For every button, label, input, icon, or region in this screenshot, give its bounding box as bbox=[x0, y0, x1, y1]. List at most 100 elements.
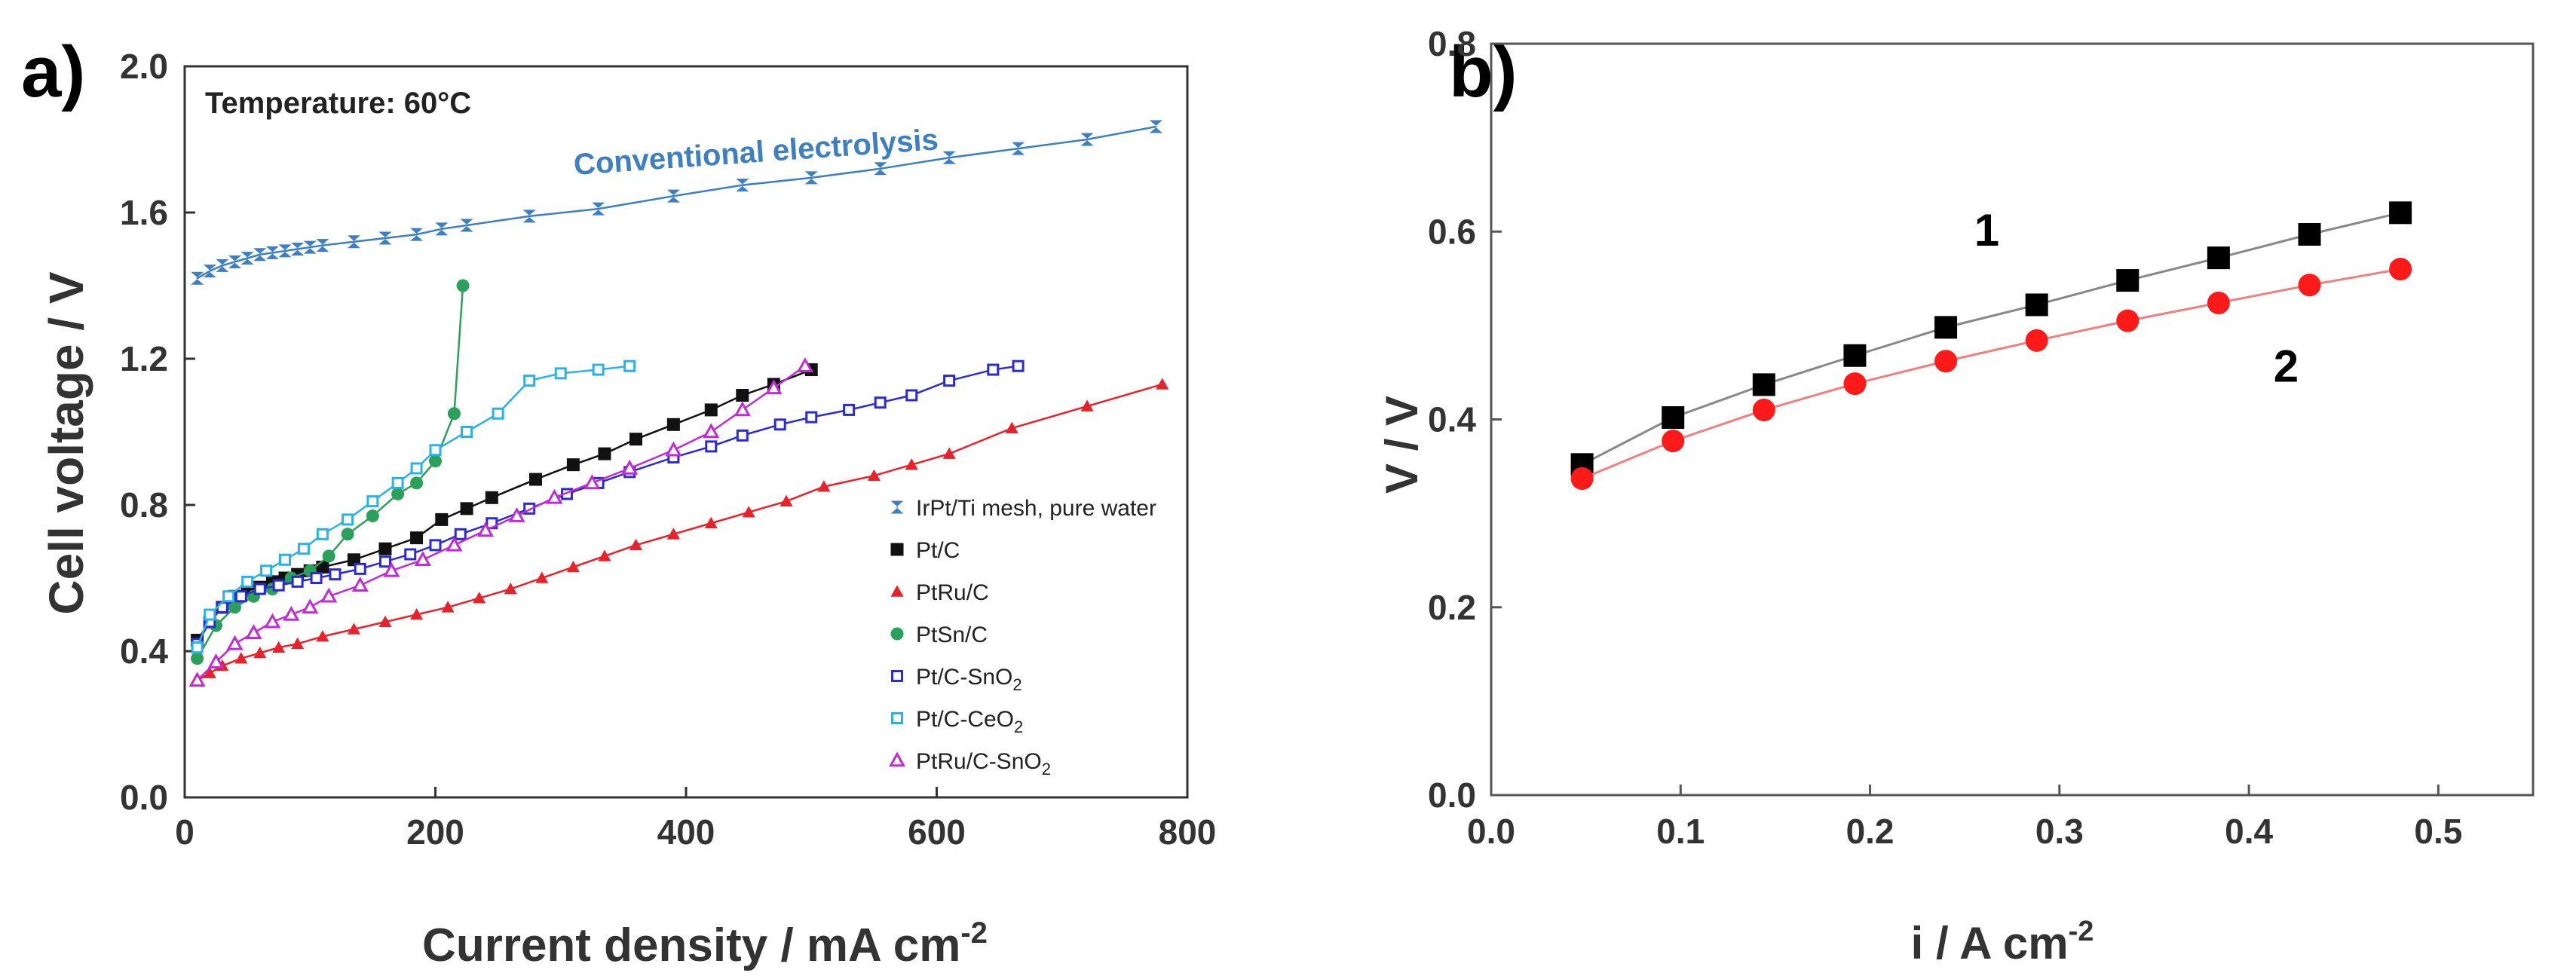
legend-marker bbox=[891, 712, 903, 724]
data-point bbox=[523, 375, 536, 387]
data-point bbox=[253, 248, 267, 262]
x-tick-label: 0.4 bbox=[2225, 812, 2273, 851]
data-point bbox=[265, 246, 279, 259]
data-point bbox=[228, 601, 241, 614]
legend-item: PtRu/C-SnO2 bbox=[888, 749, 1051, 779]
data-point bbox=[535, 571, 549, 583]
x-tick-label: 600 bbox=[908, 812, 966, 852]
series-pt-c-sno bbox=[191, 359, 1025, 650]
data-point bbox=[1080, 399, 1094, 411]
data-point bbox=[905, 389, 918, 402]
data-point bbox=[1934, 350, 1958, 373]
legend-marker bbox=[890, 543, 904, 556]
panel-b-chart: b) 0.0 0.1 0.2 0.3 0.4 0.5 0.0 0.2 0.4 0.6 0.8 1 2 i… bbox=[1377, 24, 2535, 968]
x-tick-label: 800 bbox=[1159, 812, 1217, 852]
data-point bbox=[1843, 344, 1867, 367]
data-point bbox=[476, 522, 495, 537]
data-point bbox=[473, 592, 486, 604]
data-point bbox=[316, 560, 329, 574]
data-point bbox=[1662, 406, 1685, 430]
data-point bbox=[804, 171, 818, 185]
data-point bbox=[410, 531, 424, 545]
data-point bbox=[234, 652, 248, 664]
legend-label: PtRu/C-SnO2 bbox=[916, 749, 1051, 779]
panel-a-chart: a) 0 200 400 600 800 0.0 0.4 0.8 1.2 1.6 2.0 Curre… bbox=[21, 32, 1216, 971]
data-point bbox=[191, 652, 204, 665]
panel-b-y-axis-label: V / V bbox=[1377, 396, 1427, 494]
data-point bbox=[454, 528, 467, 540]
data-point bbox=[410, 462, 423, 475]
panel-b-label: b) bbox=[1449, 32, 1518, 112]
series-ptru-c-sno bbox=[188, 357, 813, 687]
data-point bbox=[279, 553, 291, 566]
data-point bbox=[2389, 201, 2412, 225]
legend-label: PtRu/C bbox=[916, 580, 989, 605]
data-point bbox=[1080, 133, 1094, 146]
y-tick-label: 2.0 bbox=[120, 47, 168, 86]
data-point bbox=[391, 476, 404, 489]
y-tick-label: 0.4 bbox=[120, 632, 168, 671]
temperature-annotation: Temperature: 60°C bbox=[205, 87, 471, 120]
data-point bbox=[666, 528, 680, 540]
plot-frame bbox=[1490, 42, 2535, 797]
data-point bbox=[666, 189, 680, 203]
data-point bbox=[508, 506, 525, 522]
panel-a-y-axis-label: Cell voltage / V bbox=[39, 271, 93, 615]
data-point bbox=[191, 641, 204, 654]
series-pt-c-ceo bbox=[191, 359, 636, 654]
data-point bbox=[2025, 293, 2048, 317]
data-point bbox=[302, 598, 319, 614]
series-ptru-c bbox=[191, 378, 1169, 686]
data-point bbox=[329, 568, 342, 581]
data-point bbox=[773, 418, 786, 431]
x-tick-label: 0 bbox=[175, 812, 195, 852]
series-line bbox=[196, 125, 1156, 280]
legend-label: IrPt/Ti mesh, pure water bbox=[916, 496, 1156, 521]
data-point bbox=[1012, 359, 1025, 372]
data-point bbox=[665, 441, 682, 457]
data-point bbox=[291, 243, 305, 255]
data-point bbox=[203, 265, 216, 278]
legend-label: Pt/C-SnO2 bbox=[916, 665, 1022, 694]
data-point bbox=[347, 623, 360, 635]
data-point bbox=[435, 512, 449, 526]
plot-frame bbox=[183, 65, 1189, 799]
data-point bbox=[2025, 329, 2048, 352]
data-point bbox=[241, 575, 254, 588]
data-point bbox=[2207, 246, 2230, 270]
data-point bbox=[666, 418, 680, 431]
data-point bbox=[245, 624, 262, 640]
x-tick-label: 0.3 bbox=[2035, 812, 2084, 851]
data-point bbox=[742, 506, 755, 518]
x-tick-label: 0.1 bbox=[1656, 812, 1705, 851]
data-point bbox=[2389, 258, 2412, 281]
data-point bbox=[704, 516, 718, 529]
y-tick-label: 1.6 bbox=[120, 193, 168, 232]
data-point bbox=[383, 561, 400, 577]
data-point bbox=[207, 653, 225, 668]
y-tick-label: 0.6 bbox=[1428, 212, 1476, 251]
series-line bbox=[196, 365, 806, 681]
data-point bbox=[2207, 291, 2230, 314]
data-point bbox=[629, 538, 642, 551]
data-point bbox=[203, 666, 216, 678]
data-point bbox=[566, 458, 580, 472]
data-point bbox=[283, 605, 300, 621]
data-point bbox=[351, 577, 369, 592]
data-point bbox=[253, 583, 266, 595]
series-1-label: 1 bbox=[1974, 205, 1999, 255]
data-point bbox=[446, 536, 463, 552]
data-point bbox=[264, 613, 281, 629]
panel-b-x-axis-label: i / A cm-2 bbox=[1911, 916, 2094, 968]
data-point bbox=[272, 641, 286, 653]
y-tick-label: 0.8 bbox=[120, 485, 168, 525]
data-point bbox=[780, 494, 793, 506]
data-point bbox=[566, 560, 580, 573]
data-point bbox=[584, 474, 601, 490]
legend-item: PtRu/C bbox=[890, 580, 989, 605]
legend-marker bbox=[891, 670, 903, 682]
data-point bbox=[460, 502, 473, 516]
series-1 bbox=[1570, 201, 2412, 476]
data-point bbox=[734, 401, 751, 417]
